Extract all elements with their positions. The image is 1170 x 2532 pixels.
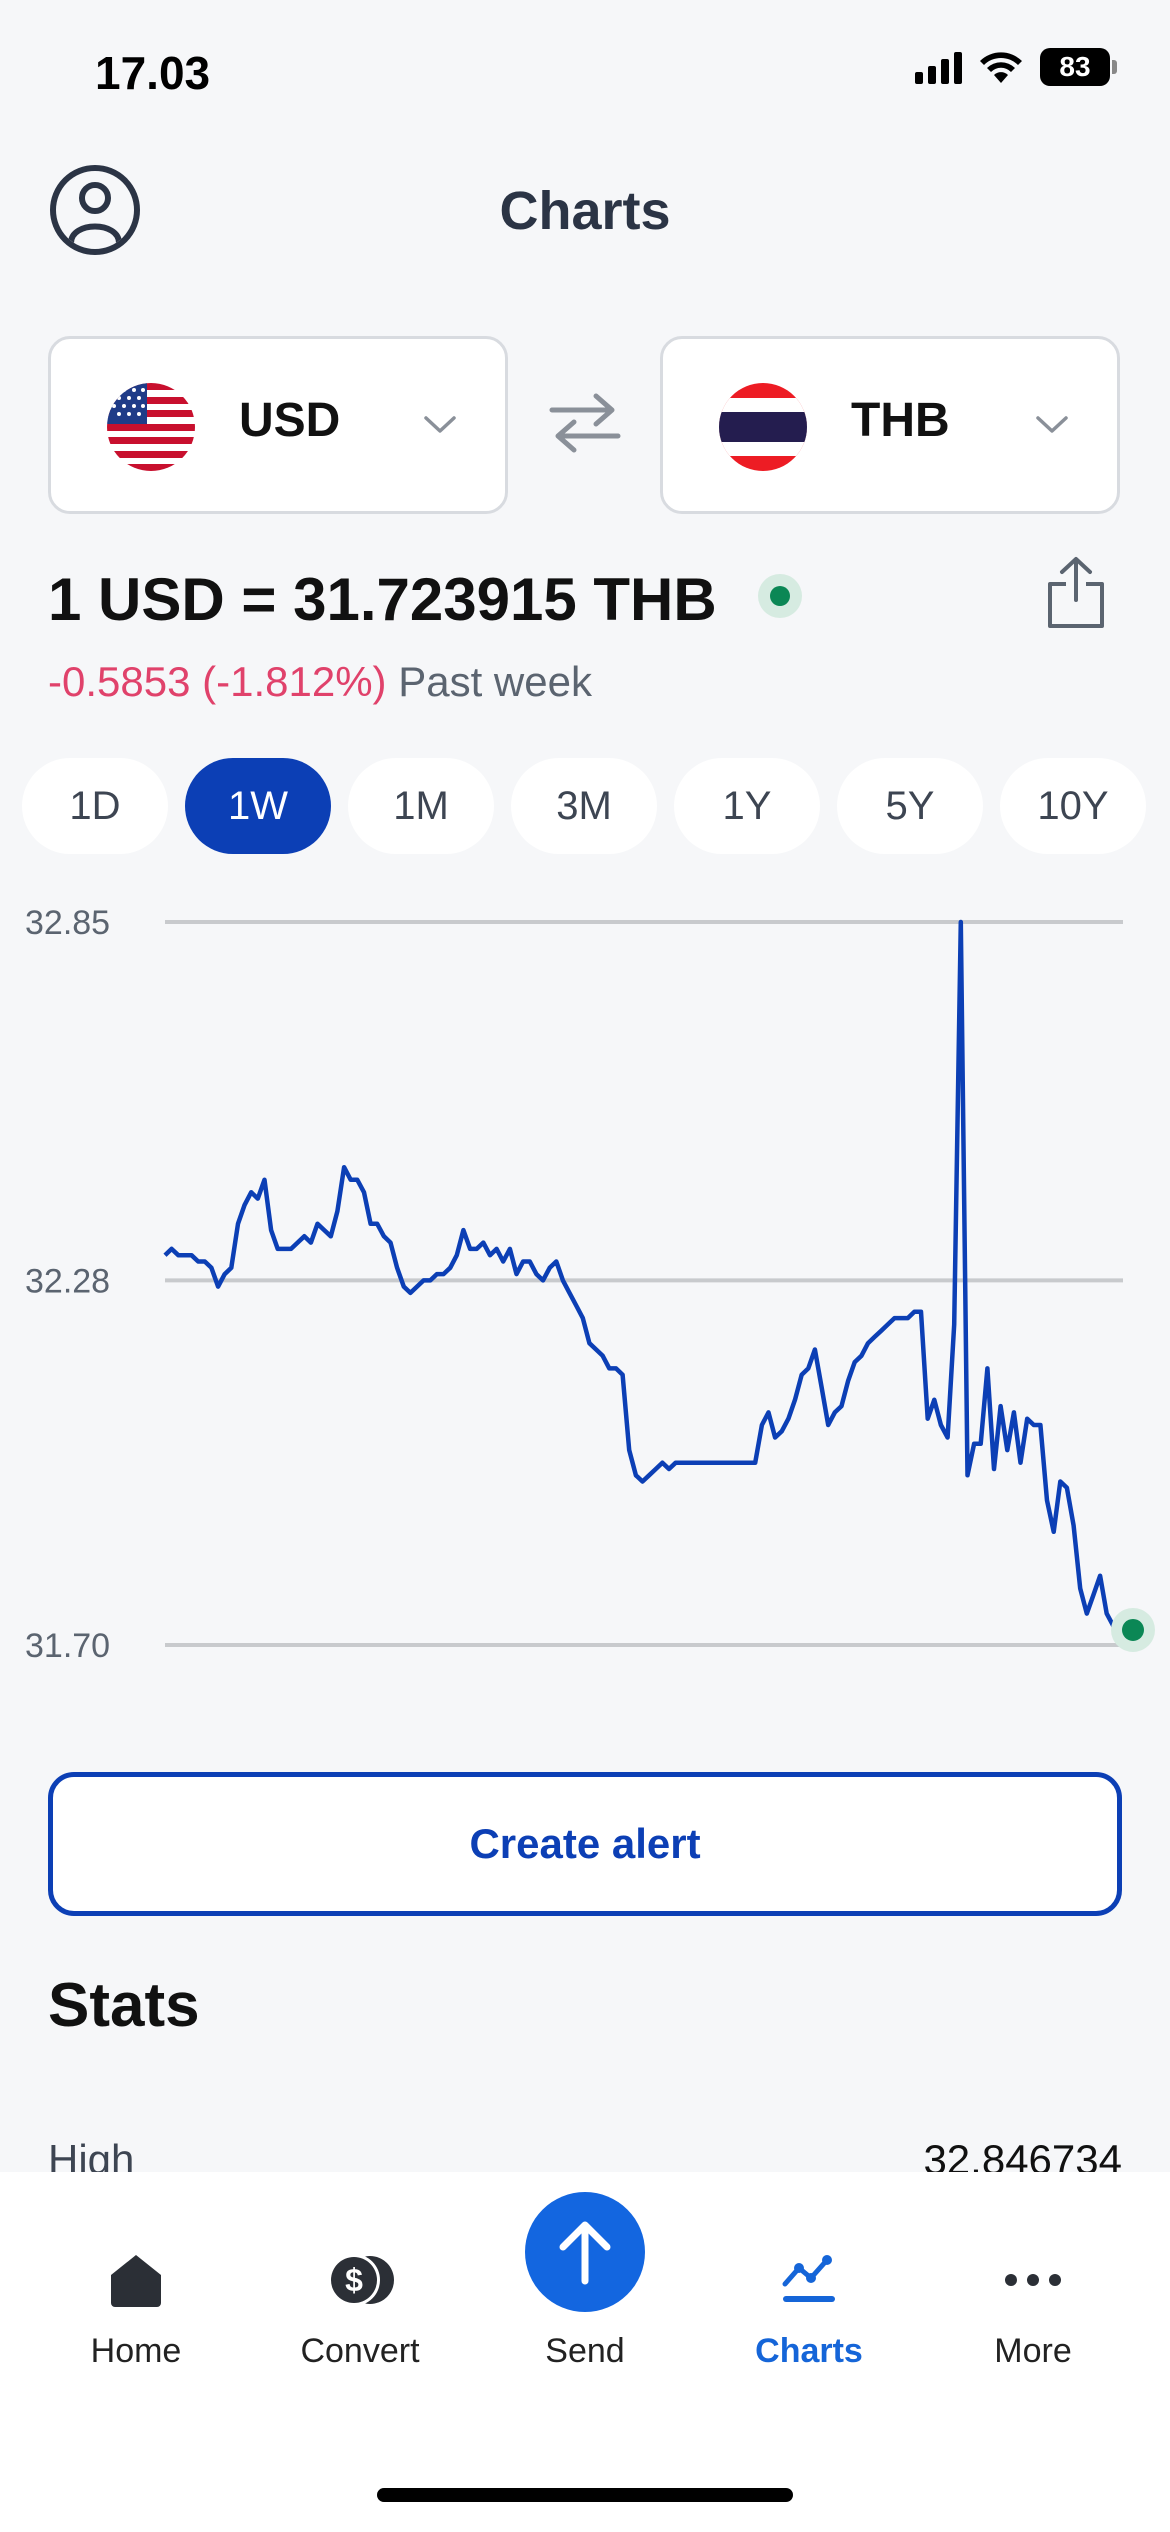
rate-change-period: Past week bbox=[398, 658, 592, 705]
live-indicator-icon bbox=[758, 574, 802, 618]
convert-icon: $ bbox=[320, 2240, 400, 2320]
charts-icon bbox=[769, 2240, 849, 2320]
period-1d-button[interactable]: 1D bbox=[22, 758, 168, 854]
tab-bar: Home $ Convert Send Charts bbox=[0, 2172, 1170, 2532]
tab-label: Send bbox=[545, 2332, 625, 2370]
page-title: Charts bbox=[499, 181, 671, 241]
y-tick-label: 32.28 bbox=[25, 1262, 110, 1300]
more-dots-icon bbox=[993, 2240, 1073, 2320]
send-arrow-icon bbox=[525, 2192, 645, 2312]
period-1m-button[interactable]: 1M bbox=[348, 758, 494, 854]
period-1w-button[interactable]: 1W bbox=[185, 758, 331, 854]
tab-convert[interactable]: $ Convert bbox=[260, 2172, 460, 2412]
period-10y-button[interactable]: 10Y bbox=[1000, 758, 1146, 854]
period-1y-button[interactable]: 1Y bbox=[674, 758, 820, 854]
th-flag-icon bbox=[719, 383, 807, 471]
battery-level: 83 bbox=[1059, 51, 1091, 82]
status-bar: 17.03 83 bbox=[0, 0, 1170, 150]
to-currency-selector[interactable]: THB bbox=[660, 336, 1120, 514]
tab-label: More bbox=[994, 2332, 1072, 2370]
chevron-down-icon bbox=[1036, 416, 1068, 433]
period-selector: 1D 1W 1M 3M 1Y 5Y 10Y bbox=[22, 758, 1146, 854]
tab-send[interactable]: Send bbox=[485, 2172, 685, 2412]
avatar-icon bbox=[68, 182, 122, 244]
wifi-icon bbox=[980, 52, 1022, 83]
from-currency-selector[interactable]: USD bbox=[48, 336, 508, 514]
profile-button[interactable] bbox=[50, 165, 140, 255]
tab-label: Convert bbox=[300, 2332, 420, 2370]
svg-text:$: $ bbox=[345, 2262, 363, 2298]
tab-more[interactable]: More bbox=[933, 2172, 1133, 2412]
rate-change: -0.5853 (-1.812%) Past week bbox=[48, 658, 592, 706]
from-currency-code: USD bbox=[239, 394, 341, 447]
share-icon[interactable] bbox=[1044, 554, 1108, 630]
y-tick-label: 32.85 bbox=[25, 904, 110, 942]
period-3m-button[interactable]: 3M bbox=[511, 758, 657, 854]
home-indicator bbox=[377, 2488, 793, 2502]
cellular-signal-icon bbox=[915, 50, 962, 84]
chevron-down-icon bbox=[424, 416, 456, 433]
header: Charts bbox=[0, 150, 1170, 270]
rate-change-value: -0.5853 (-1.812%) bbox=[48, 658, 387, 705]
exchange-rate: 1 USD = 31.723915 THB bbox=[48, 566, 717, 633]
swap-icon[interactable] bbox=[546, 388, 624, 458]
tab-charts[interactable]: Charts bbox=[709, 2172, 909, 2412]
battery-icon: 83 bbox=[1040, 48, 1117, 86]
stats-title: Stats bbox=[48, 1971, 200, 2040]
rate-series-line bbox=[163, 919, 1123, 1646]
rate-chart[interactable]: 32.85 32.28 31.70 bbox=[0, 880, 1170, 1670]
tab-home[interactable]: Home bbox=[36, 2172, 236, 2412]
to-currency-code: THB bbox=[851, 394, 950, 447]
tab-label: Home bbox=[90, 2332, 182, 2370]
period-5y-button[interactable]: 5Y bbox=[837, 758, 983, 854]
home-icon bbox=[96, 2240, 176, 2320]
create-alert-button[interactable]: Create alert bbox=[48, 1772, 1122, 1916]
tab-label: Charts bbox=[755, 2332, 863, 2370]
status-icons: 83 bbox=[915, 48, 1117, 86]
us-flag-icon bbox=[107, 383, 195, 471]
last-point-marker bbox=[1122, 1618, 1144, 1641]
status-time: 17.03 bbox=[95, 47, 211, 99]
y-tick-label: 31.70 bbox=[25, 1627, 110, 1665]
